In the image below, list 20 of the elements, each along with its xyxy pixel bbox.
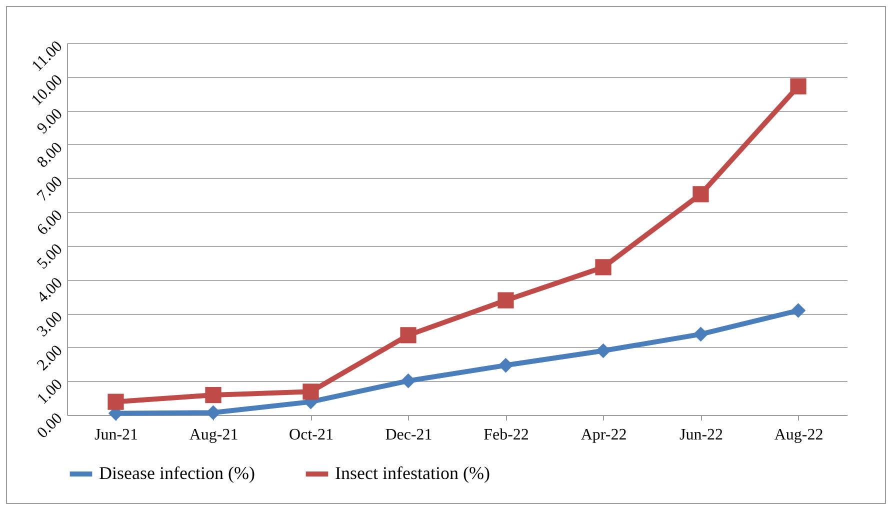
y-tick-label: 2.00 [34, 342, 66, 374]
x-tick-label: Jun-21 [94, 426, 138, 444]
y-tick-label: 9.00 [34, 105, 66, 138]
x-tick-label: Dec-21 [385, 426, 432, 444]
y-tick-label: 3.00 [34, 308, 66, 340]
y-tick-label: 8.00 [34, 139, 66, 172]
y-tick-label: 4.00 [34, 274, 66, 306]
x-tick-label: Apr-22 [580, 426, 627, 444]
x-tick-label: Aug-21 [189, 426, 238, 444]
x-tick-label: Feb-22 [484, 426, 529, 444]
legend-label: Insect infestation (%) [335, 463, 490, 483]
legend-label: Disease infection (%) [99, 463, 255, 483]
y-tick-label: 0.00 [34, 410, 66, 442]
y-tick-label: 6.00 [34, 206, 66, 239]
y-tick-label: 5.00 [34, 240, 66, 273]
x-tick-label: Oct-21 [289, 426, 334, 444]
x-tick-label: Aug-22 [774, 426, 824, 444]
x-tick-label: Jun-22 [679, 426, 724, 444]
y-tick-label: 7.00 [34, 173, 66, 205]
y-tick-label: 1.00 [34, 376, 66, 408]
